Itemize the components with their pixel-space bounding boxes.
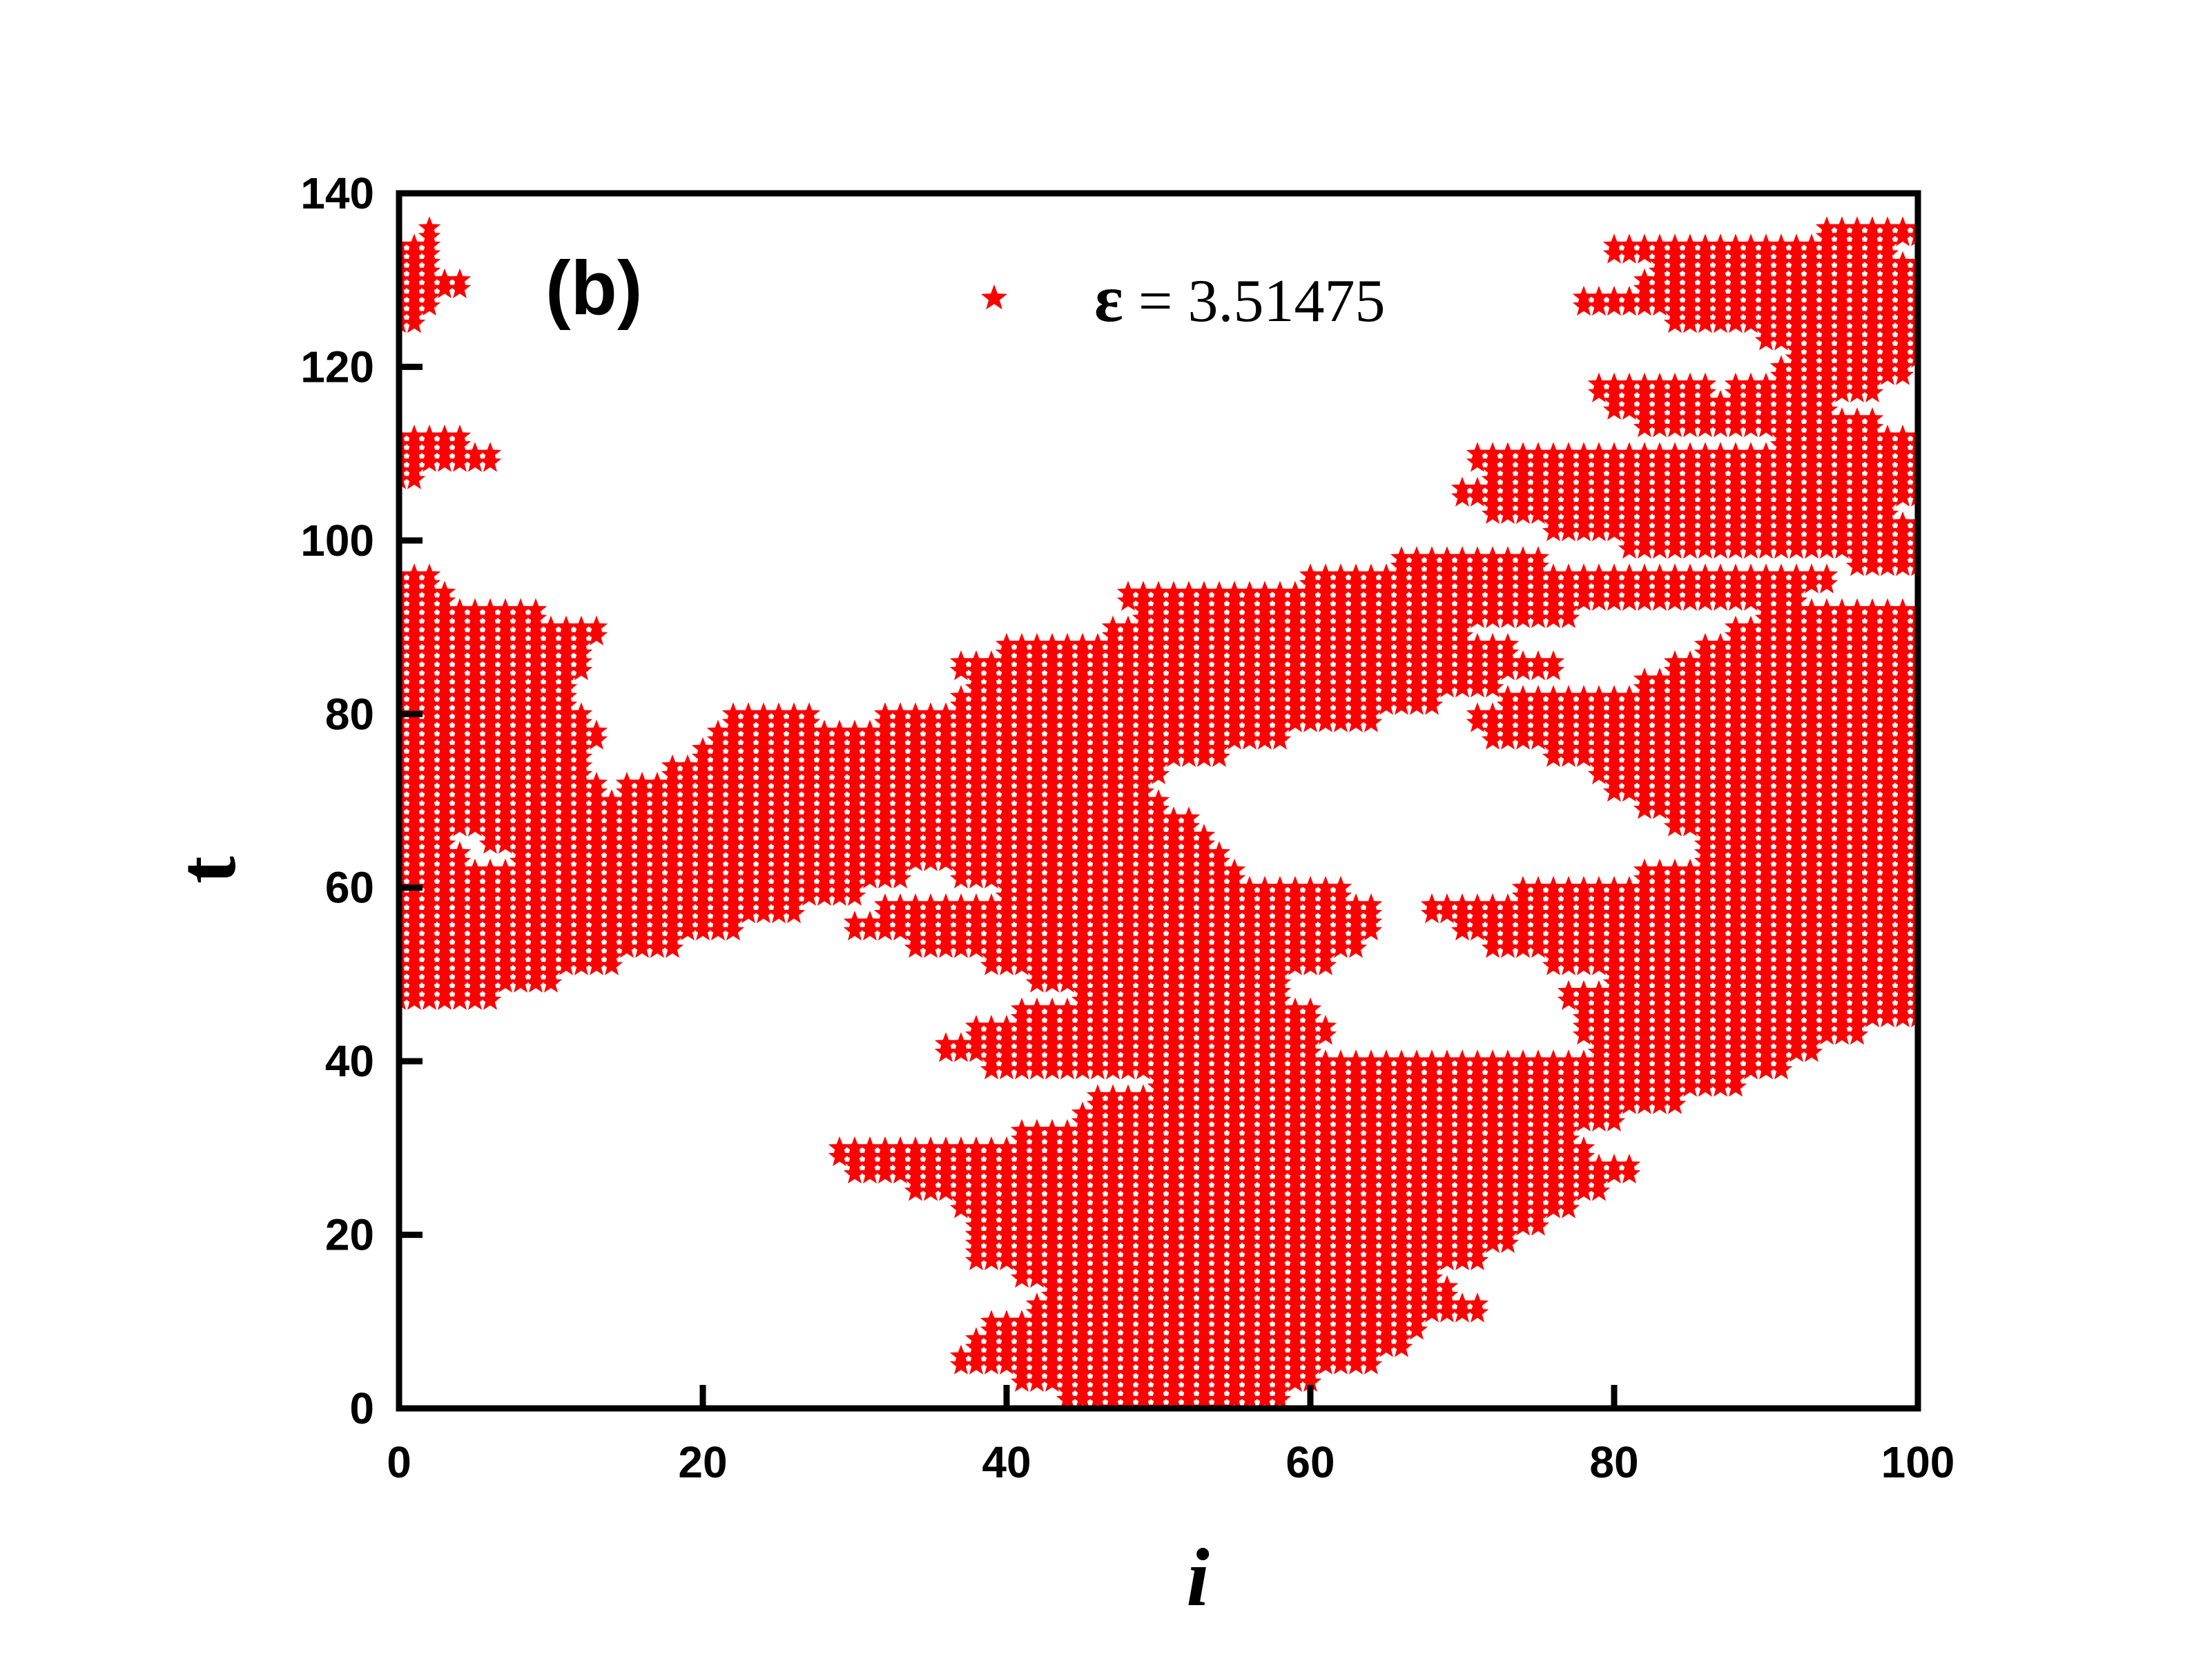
y-tick-label: 100 [300, 516, 374, 565]
x-tick-label: 80 [1589, 1437, 1638, 1487]
y-axis-ticks: 0 20 40 60 80 100 120 140 [300, 168, 423, 1433]
y-tick-label: 80 [325, 689, 374, 739]
x-axis-title: i [1186, 1531, 1209, 1623]
y-tick-label: 120 [300, 342, 374, 391]
legend-marker [981, 284, 1007, 310]
y-axis-title: t [161, 856, 253, 884]
legend: ε = 3.51475 [981, 262, 1386, 336]
y-tick-label: 20 [325, 1210, 374, 1260]
y-tick-label: 140 [300, 168, 374, 218]
x-tick-label: 0 [387, 1437, 411, 1487]
star-markers [399, 216, 1918, 1408]
y-tick-label: 0 [349, 1384, 374, 1433]
legend-symbol: ε [1094, 262, 1123, 336]
panel-label: (b) [545, 246, 642, 331]
x-tick-label: 40 [982, 1437, 1031, 1487]
x-tick-label: 20 [678, 1437, 727, 1487]
legend-star-marker [981, 284, 1007, 310]
data-markers-group [399, 216, 1918, 1408]
x-tick-label: 100 [1881, 1437, 1955, 1487]
legend-label: ε = 3.51475 [1094, 262, 1386, 336]
y-tick-label: 60 [325, 863, 374, 913]
plot-frame [396, 190, 1921, 1412]
legend-value: = 3.51475 [1123, 268, 1386, 335]
x-tick-label: 60 [1286, 1437, 1335, 1487]
x-axis-ticks: 0 20 40 60 80 100 [387, 1385, 1954, 1487]
y-tick-label: 40 [325, 1036, 374, 1086]
